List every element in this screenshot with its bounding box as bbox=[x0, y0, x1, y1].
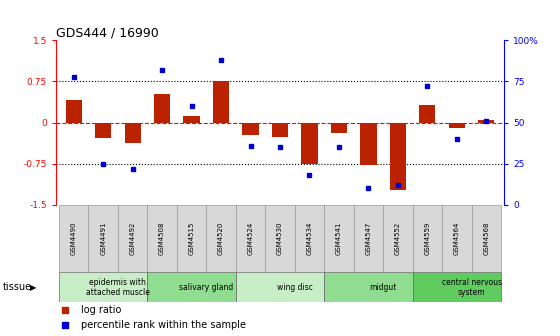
Bar bbox=[413, 272, 501, 302]
Bar bbox=[478, 120, 494, 123]
Bar bbox=[413, 205, 442, 272]
Text: GDS444 / 16990: GDS444 / 16990 bbox=[56, 26, 158, 39]
Bar bbox=[177, 205, 206, 272]
Text: GSM4515: GSM4515 bbox=[189, 222, 194, 255]
Text: GSM4547: GSM4547 bbox=[366, 222, 371, 255]
Bar bbox=[265, 205, 295, 272]
Text: GSM4491: GSM4491 bbox=[100, 222, 106, 255]
Bar bbox=[206, 205, 236, 272]
Bar bbox=[236, 205, 265, 272]
Bar bbox=[184, 116, 200, 123]
Text: GSM4520: GSM4520 bbox=[218, 222, 224, 255]
Text: GSM4568: GSM4568 bbox=[483, 222, 489, 255]
Bar bbox=[124, 123, 141, 143]
Text: central nervous
system: central nervous system bbox=[441, 278, 502, 297]
Text: ▶: ▶ bbox=[30, 283, 36, 292]
Bar bbox=[324, 205, 354, 272]
Text: GSM4508: GSM4508 bbox=[159, 222, 165, 255]
Bar bbox=[390, 123, 406, 190]
Bar bbox=[147, 272, 236, 302]
Text: epidermis with
attached muscle: epidermis with attached muscle bbox=[86, 278, 150, 297]
Text: salivary gland: salivary gland bbox=[179, 283, 234, 292]
Text: GSM4490: GSM4490 bbox=[71, 222, 77, 255]
Text: tissue: tissue bbox=[3, 282, 32, 292]
Text: GSM4492: GSM4492 bbox=[129, 222, 136, 255]
Bar bbox=[66, 99, 82, 123]
Bar bbox=[354, 205, 383, 272]
Bar bbox=[59, 272, 147, 302]
Bar bbox=[236, 272, 324, 302]
Text: GSM4552: GSM4552 bbox=[395, 222, 401, 255]
Bar bbox=[295, 205, 324, 272]
Bar bbox=[383, 205, 413, 272]
Bar bbox=[272, 123, 288, 137]
Text: GSM4524: GSM4524 bbox=[248, 222, 254, 255]
Bar bbox=[88, 205, 118, 272]
Bar bbox=[213, 82, 229, 123]
Text: log ratio: log ratio bbox=[81, 305, 121, 315]
Text: GSM4534: GSM4534 bbox=[306, 222, 312, 255]
Bar bbox=[95, 123, 111, 138]
Bar bbox=[242, 123, 259, 135]
Text: percentile rank within the sample: percentile rank within the sample bbox=[81, 320, 246, 330]
Bar bbox=[442, 205, 472, 272]
Bar bbox=[301, 123, 318, 164]
Bar bbox=[324, 272, 413, 302]
Text: GSM4564: GSM4564 bbox=[454, 222, 460, 255]
Bar bbox=[360, 123, 376, 165]
Text: GSM4530: GSM4530 bbox=[277, 222, 283, 255]
Text: wing disc: wing disc bbox=[277, 283, 312, 292]
Bar bbox=[331, 123, 347, 132]
Bar bbox=[154, 94, 170, 123]
Text: GSM4559: GSM4559 bbox=[424, 222, 431, 255]
Bar bbox=[472, 205, 501, 272]
Bar bbox=[419, 105, 436, 123]
Text: GSM4541: GSM4541 bbox=[336, 222, 342, 255]
Bar bbox=[147, 205, 177, 272]
Bar bbox=[59, 205, 88, 272]
Bar bbox=[118, 205, 147, 272]
Text: midgut: midgut bbox=[370, 283, 397, 292]
Bar bbox=[449, 123, 465, 128]
